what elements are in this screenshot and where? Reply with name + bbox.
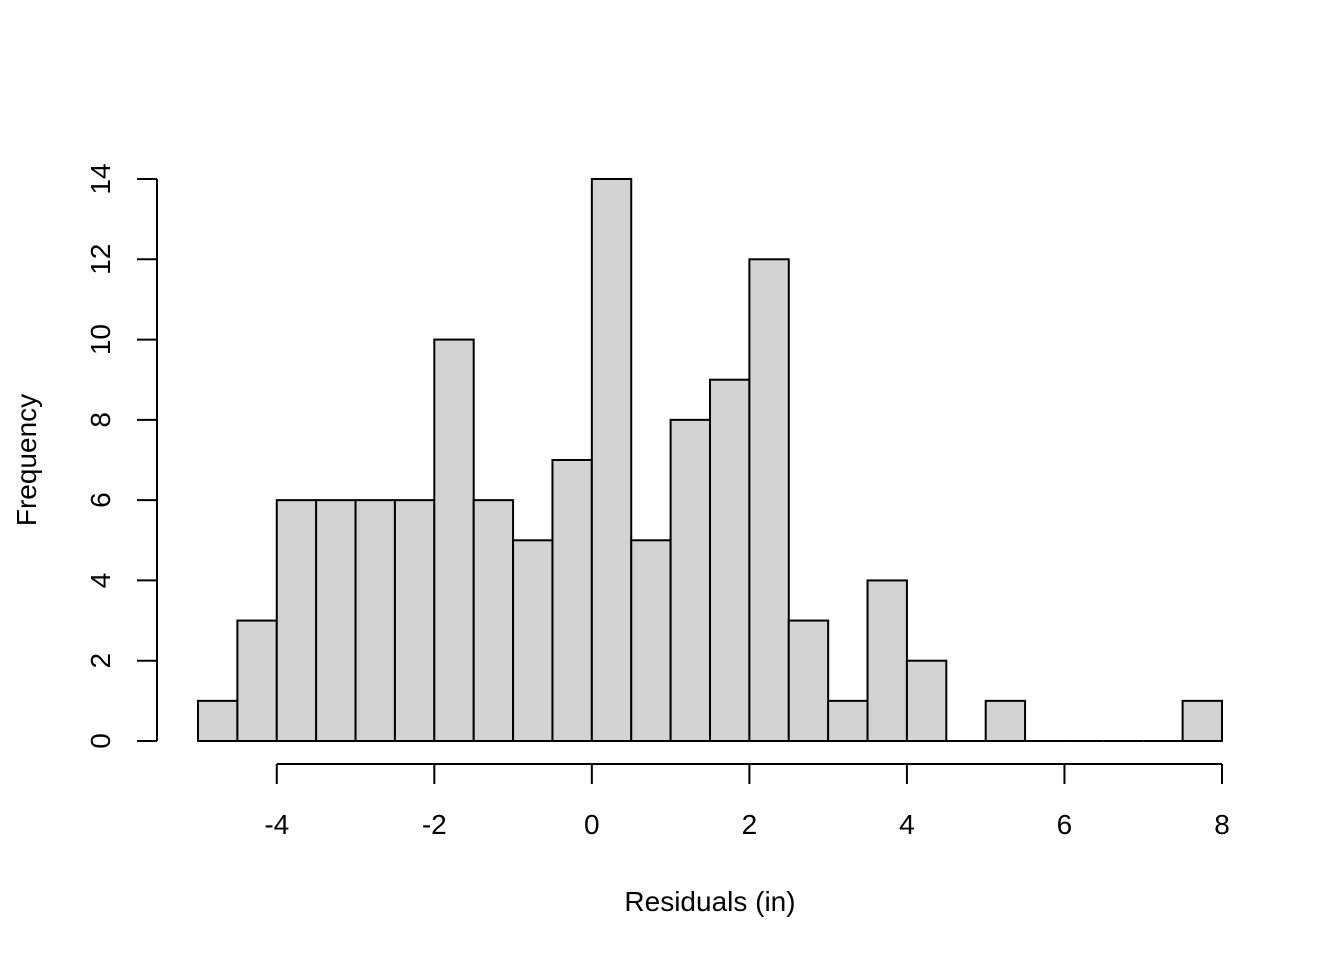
y-tick-label-7: 14 [85, 163, 116, 194]
histogram-bar-14 [748, 258, 790, 742]
y-tick-label-5: 10 [85, 324, 116, 355]
y-axis: 0 2 4 6 8 10 12 14 [85, 163, 158, 749]
histogram-bar-12 [669, 418, 711, 742]
y-tick-label-4: 8 [85, 412, 116, 428]
histogram-bar-0 [197, 699, 239, 742]
y-tick-label-3: 6 [85, 492, 116, 508]
histogram-bar-5 [393, 499, 436, 742]
histogram-bar-7 [472, 499, 515, 742]
x-tick-label-6: 8 [1214, 809, 1230, 840]
histogram-bar-10 [590, 178, 633, 742]
x-tick-label-2: 0 [584, 809, 600, 840]
y-tick-label-0: 0 [85, 733, 116, 749]
x-tick-label-0: -4 [264, 809, 289, 840]
histogram-bar-9 [551, 459, 593, 742]
y-tick-label-6: 12 [85, 244, 116, 275]
histogram-bar-15 [787, 619, 830, 742]
histogram-bar-13 [709, 378, 751, 742]
histogram-bar-16 [827, 699, 869, 742]
histogram-bar-6 [433, 338, 475, 742]
y-axis-title: Frequency [11, 394, 42, 526]
histogram-bar-2 [275, 499, 318, 742]
x-axis-title: Residuals (in) [624, 886, 795, 917]
x-tick-label-4: 4 [899, 809, 915, 840]
histogram-bar-4 [354, 499, 396, 742]
histogram-bar-20 [984, 699, 1027, 742]
histogram-bar-11 [630, 539, 672, 742]
histogram-bar-8 [512, 539, 554, 742]
histogram-bar-18 [905, 659, 948, 743]
histogram-bar-17 [866, 579, 908, 743]
x-tick-label-5: 6 [1057, 809, 1073, 840]
histogram-bars [197, 178, 1223, 743]
x-axis: -4 -2 0 2 4 6 8 [264, 763, 1230, 840]
x-tick-label-1: -2 [422, 809, 447, 840]
histogram-bar-25 [1181, 699, 1223, 742]
y-tick-label-2: 4 [85, 573, 116, 589]
histogram-bar-1 [236, 619, 278, 742]
x-tick-label-3: 2 [742, 809, 758, 840]
histogram-bar-3 [315, 499, 357, 742]
y-tick-label-1: 2 [85, 653, 116, 669]
